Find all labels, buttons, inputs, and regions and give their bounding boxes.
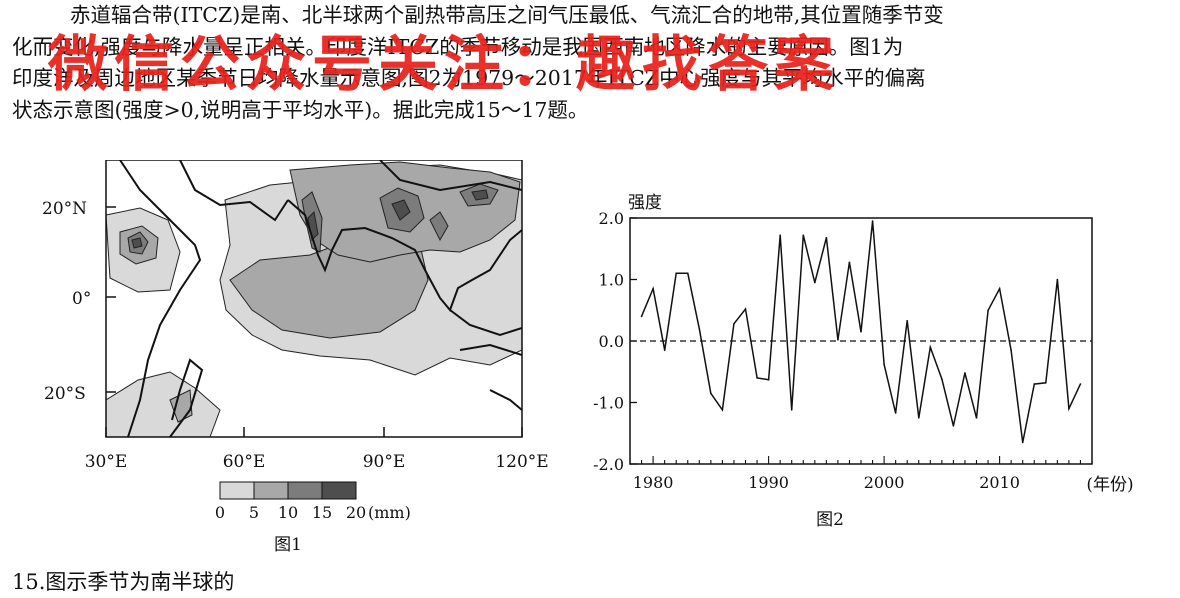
data-point <box>848 261 851 264</box>
legend-value: 20 <box>346 503 366 522</box>
lat-label: 0° <box>72 289 91 309</box>
itcz-intensity-chart: 强度 2.0 1.0 0.0 -1.0 -2.0 1980 1990 2000 2010 (年… <box>593 193 1133 530</box>
data-point <box>964 372 966 374</box>
lon-label: 120°E <box>495 452 548 472</box>
data-point <box>1045 382 1047 384</box>
x-tick-label: 2000 <box>864 473 905 492</box>
legend-value: 15 <box>312 503 332 522</box>
data-point <box>779 234 781 237</box>
data-point <box>837 338 839 341</box>
map-ticks <box>105 206 523 437</box>
data-point <box>640 315 643 318</box>
data-point <box>883 363 885 366</box>
lon-label: 30°E <box>85 452 128 472</box>
data-point <box>698 327 701 330</box>
data-point <box>1021 441 1024 444</box>
data-point <box>998 287 1001 290</box>
data-point <box>710 392 712 395</box>
data-point <box>825 236 828 239</box>
lon-label: 60°E <box>223 452 266 472</box>
data-point <box>663 349 666 352</box>
lat-label: 20°N <box>42 199 87 219</box>
legend-value: 5 <box>249 503 259 522</box>
passage-line: 印度洋及周边地区某季节日均降水量示意图,图2为1979～2017年ITCZ中心强… <box>12 66 926 90</box>
legend-swatch <box>321 481 357 500</box>
data-point <box>917 417 920 419</box>
passage-line: 状态示意图(强度>0,说明高于平均水平)。据此完成15～17题。 <box>12 97 589 122</box>
data-point <box>790 409 793 411</box>
data-point <box>860 330 862 333</box>
legend-value: 0 <box>215 503 225 522</box>
precipitation-contours <box>106 161 522 437</box>
data-point <box>814 281 816 284</box>
lat-label: 20°S <box>44 384 86 404</box>
data-point <box>733 322 735 325</box>
data-point <box>894 412 897 414</box>
x-tick-label: 2010 <box>979 473 1020 492</box>
figure2-caption: 图2 <box>816 510 844 530</box>
data-point <box>756 377 758 379</box>
legend-swatch <box>253 481 289 500</box>
data-point <box>1010 349 1012 352</box>
legend-unit: (mm) <box>368 503 411 522</box>
y-tick-label: 0.0 <box>599 332 624 351</box>
data-point <box>871 220 874 222</box>
data-point <box>929 346 932 348</box>
figure1-caption: 图1 <box>274 535 302 555</box>
legend-swatch <box>287 481 323 500</box>
data-point <box>975 417 978 419</box>
x-tick-label: 1990 <box>748 473 789 492</box>
y-axis-label: 强度 <box>628 193 662 213</box>
data-point <box>686 272 689 275</box>
question-15: 15.图示季节为南半球的 <box>12 570 235 594</box>
y-tick-label: 2.0 <box>599 209 624 228</box>
legend-value: 10 <box>278 503 298 522</box>
y-ticks: 2.0 1.0 0.0 -1.0 -2.0 <box>593 209 637 474</box>
data-point <box>941 378 943 380</box>
data-point <box>767 378 770 381</box>
x-axis-label: (年份) <box>1086 475 1133 495</box>
data-point <box>952 425 955 427</box>
y-tick-label: -1.0 <box>593 394 624 413</box>
data-point <box>906 319 908 322</box>
map-frame <box>105 160 523 438</box>
y-tick-label: 1.0 <box>599 271 624 290</box>
data-point <box>1068 407 1070 410</box>
precipitation-map-figure: 20°N 0° 20°S 30°E 60°E 90°E 120°E 0 5 10… <box>42 160 549 555</box>
watermark: 微信公众号关注：趣找答案 <box>48 30 840 100</box>
legend-swatch <box>219 481 255 500</box>
data-point <box>652 287 654 290</box>
coastlines <box>119 160 522 437</box>
data-point <box>802 234 805 237</box>
data-point <box>675 272 677 275</box>
data-point <box>1079 383 1082 385</box>
data-point <box>721 409 724 411</box>
precipitation-legend: 0 5 10 15 20 (mm) <box>215 481 411 522</box>
data-point <box>987 309 989 312</box>
y-tick-label: -2.0 <box>593 455 624 474</box>
data-points <box>640 220 1082 444</box>
passage-line: 化而变化,强度与降水量呈正相关。印度洋ITCZ的季节移动是我国西南地区降水的主要… <box>12 34 904 59</box>
lon-label: 90°E <box>363 452 406 472</box>
data-point <box>744 308 747 310</box>
x-ticks: 1980 1990 2000 2010 <box>629 456 1093 492</box>
passage: 赤道辐合带(ITCZ)是南、北半球两个副热带高压之间气压最低、气流汇合的地带,其… <box>12 0 1172 126</box>
x-tick-label: 1980 <box>633 473 674 492</box>
passage-line: 赤道辐合带(ITCZ)是南、北半球两个副热带高压之间气压最低、气流汇合的地带,其… <box>70 3 944 27</box>
data-point <box>1033 383 1036 385</box>
data-point <box>1056 278 1059 281</box>
